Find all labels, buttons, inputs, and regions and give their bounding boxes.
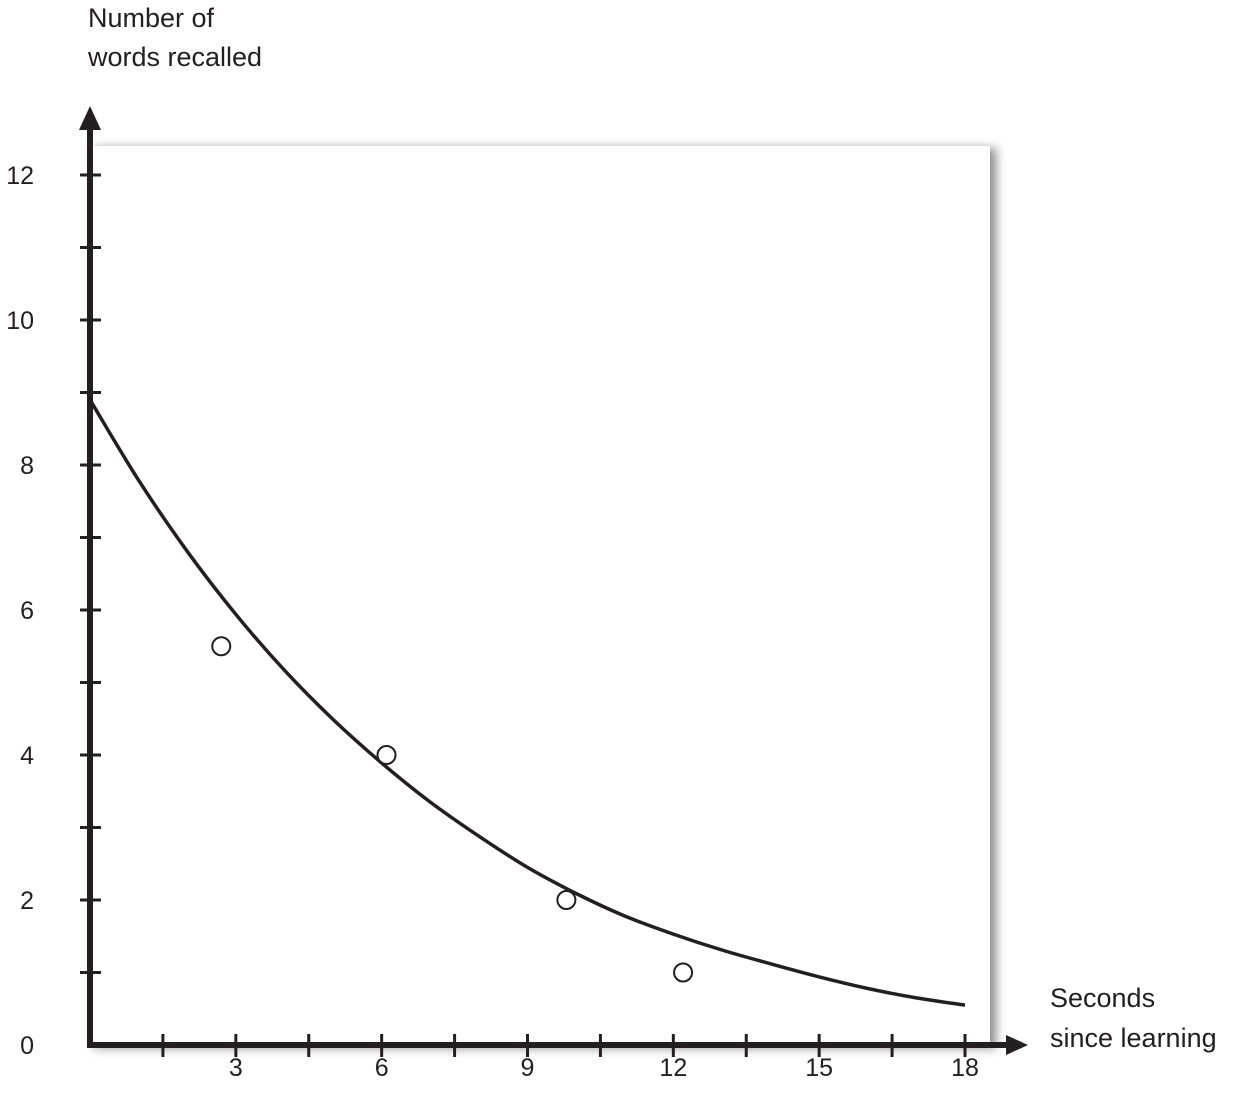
x-tick-label: 6 xyxy=(375,1054,389,1082)
y-tick-label: 10 xyxy=(6,307,34,335)
y-axis-label-line2: words recalled xyxy=(87,42,262,72)
points-layer xyxy=(211,636,694,983)
fitted-curve xyxy=(88,398,966,1007)
data-point xyxy=(556,890,577,910)
x-axis-label-line1: Seconds xyxy=(1050,983,1155,1013)
y-tick-label: 0 xyxy=(20,1032,34,1060)
data-point xyxy=(673,962,694,983)
y-tick-label: 12 xyxy=(6,162,34,190)
x-axis-label-line2: since learning xyxy=(1050,1023,1217,1053)
data-point xyxy=(376,745,397,765)
curve-layer xyxy=(88,398,966,1007)
y-tick-label: 8 xyxy=(20,452,34,480)
data-point xyxy=(211,636,232,657)
y-axis-arrow-icon xyxy=(79,106,101,130)
x-tick-label: 3 xyxy=(229,1054,243,1082)
y-tick-label: 4 xyxy=(20,742,34,770)
plot-panel xyxy=(88,146,990,1046)
x-axis-arrow-icon xyxy=(1006,1035,1028,1055)
x-tick-label: 18 xyxy=(951,1054,979,1082)
y-axis-label-line1: Number of xyxy=(88,3,215,33)
x-tick-label: 9 xyxy=(521,1054,535,1082)
x-tick-label: 15 xyxy=(805,1054,833,1082)
x-tick-label: 12 xyxy=(659,1054,687,1082)
y-tick-label: 2 xyxy=(20,887,34,915)
y-tick-label: 6 xyxy=(20,597,34,625)
tick-labels: 0 2 4 6 8 10 12 3 6 9 12 15 18 xyxy=(6,162,979,1082)
